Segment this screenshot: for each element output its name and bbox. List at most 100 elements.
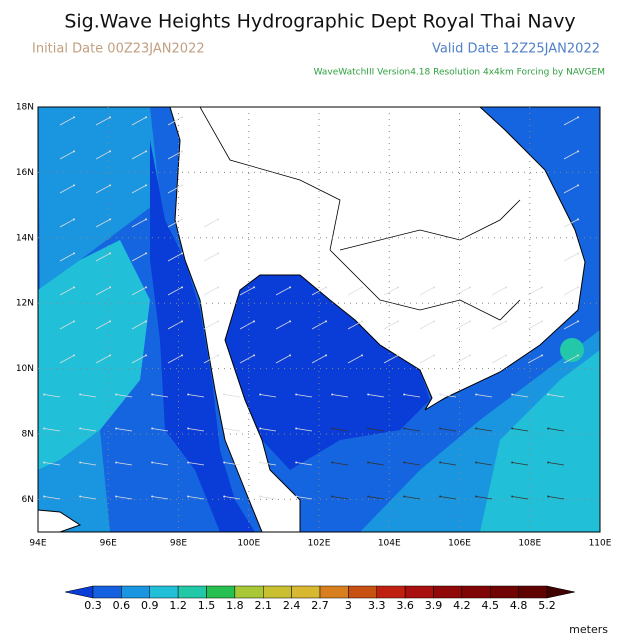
wind-arrow [95, 116, 111, 126]
wind-arrow-head [505, 286, 508, 289]
wind-arrow [167, 354, 183, 364]
wind-arrow-head [109, 116, 112, 119]
wind-arrow-head [145, 184, 148, 187]
lon-label: 94E [29, 539, 46, 549]
wind-arrow-head [289, 286, 292, 289]
wind-arrow-head [223, 427, 226, 430]
wind-arrow-head [181, 184, 184, 187]
wind-arrow [368, 496, 385, 500]
colorbar-box [149, 585, 179, 599]
wind-arrow-head [367, 393, 370, 396]
wind-arrow [59, 286, 75, 296]
wind-arrow [116, 428, 133, 432]
wind-arrow-head [469, 354, 472, 357]
land [38, 509, 82, 532]
wind-arrow-head [577, 184, 580, 187]
wind-arrow [455, 286, 471, 296]
graticule: 18N 16N 14N 12N 10N 8N 6N 94E 96E 98E 100E 102E 104E… [16, 103, 612, 549]
wind-arrow [527, 320, 543, 330]
wind-arrow-head [79, 393, 82, 396]
wind-arrow-head [253, 354, 256, 357]
wind-arrow-head [469, 320, 472, 323]
wind-arrow-head [43, 427, 46, 430]
wind-arrow-head [145, 116, 148, 119]
colorbar: 0.3 0.6 0.9 1.2 1.5 1.8 2.1 2.4 2.7 3 3.3 3.6 3.9 4.2… [64, 585, 576, 612]
wind-arrow [347, 354, 363, 364]
wind-arrow-head [253, 320, 256, 323]
lat-label: 10N [16, 364, 34, 374]
wind-arrow [59, 150, 75, 160]
wind-arrow [131, 184, 147, 194]
wind-arrow [95, 150, 111, 160]
wind-arrow [563, 218, 579, 228]
wind-arrow [563, 150, 579, 160]
sea-zone [480, 350, 600, 532]
wind-arrow [332, 462, 349, 466]
wind-arrow-head [187, 461, 190, 464]
wind-arrow-head [109, 286, 112, 289]
wind-arrow [80, 394, 97, 398]
wind-arrow [548, 462, 565, 466]
wind-arrow [167, 286, 183, 296]
sea-zone [38, 240, 150, 470]
wind-arrow-head [73, 286, 76, 289]
wind-arrow-head [79, 461, 82, 464]
wind-arrow-head [187, 495, 190, 498]
colorbar-label: 3.6 [396, 599, 414, 612]
wind-arrow [491, 354, 507, 364]
wind-arrow-head [289, 354, 292, 357]
wind-arrow-head [145, 320, 148, 323]
wind-arrow [131, 286, 147, 296]
wind-arrow-head [181, 252, 184, 255]
wind-arrow [44, 462, 61, 466]
wind-arrow [116, 462, 133, 466]
wind-arrow-head [187, 427, 190, 430]
wind-arrows [43, 116, 580, 500]
wind-arrow-head [331, 427, 334, 430]
wind-arrow [383, 320, 399, 330]
colorbar-box [376, 585, 406, 599]
wind-arrow [95, 286, 111, 296]
wind-arrow-head [325, 354, 328, 357]
lat-label: 14N [16, 233, 34, 243]
wind-arrow [188, 394, 205, 398]
lon-label: 98E [170, 539, 187, 549]
wind-arrow-head [577, 354, 580, 357]
wind-arrow-head [73, 150, 76, 153]
lon-label: 96E [100, 539, 117, 549]
wind-arrow [275, 354, 291, 364]
wind-arrow [203, 286, 219, 296]
wind-arrow [512, 462, 529, 466]
wind-arrow [59, 354, 75, 364]
wind-arrow-head [145, 218, 148, 221]
colorbar-box [291, 585, 321, 599]
wind-arrow-head [577, 252, 580, 255]
wind-arrow [476, 394, 493, 398]
wind-arrow [131, 116, 147, 126]
wind-arrow-head [223, 393, 226, 396]
wind-arrow-head [475, 393, 478, 396]
wind-arrow [203, 252, 219, 262]
wind-arrow-head [577, 150, 580, 153]
wind-arrow [260, 462, 277, 466]
lat-label: 6N [22, 495, 34, 505]
sea-zone [38, 107, 160, 290]
wind-arrow [512, 496, 529, 500]
wind-arrow [188, 462, 205, 466]
colorbar-box [348, 585, 377, 599]
wind-arrow [80, 496, 97, 500]
colorbar-box [121, 585, 150, 599]
wind-arrow [59, 252, 75, 262]
wind-arrow-head [439, 495, 442, 498]
wind-arrow-head [541, 320, 544, 323]
wind-arrow [347, 286, 363, 296]
colorbar-box [319, 585, 349, 599]
wind-arrow [116, 394, 133, 398]
colorbar-box [433, 585, 463, 599]
wind-arrow-head [73, 320, 76, 323]
wind-arrow [563, 252, 579, 262]
wind-arrow [296, 496, 313, 500]
wind-arrow-head [397, 320, 400, 323]
